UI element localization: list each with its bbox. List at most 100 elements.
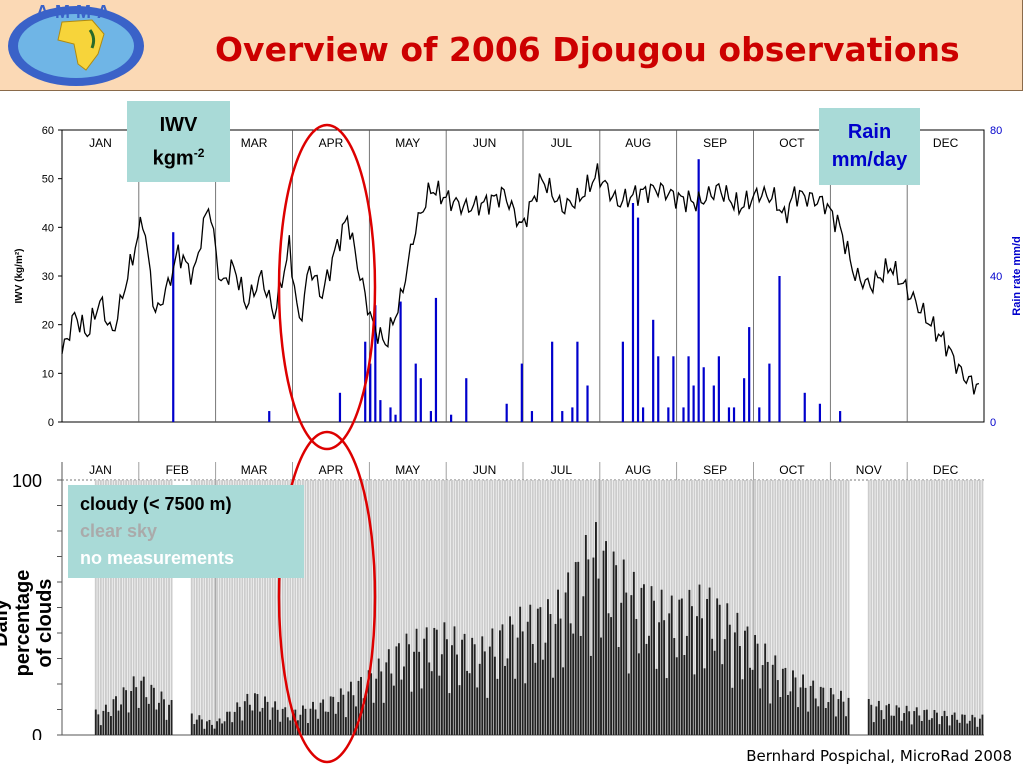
cloudy-bar: [627, 673, 630, 735]
cloudy-bar: [284, 707, 287, 735]
clear-bar: [721, 480, 724, 735]
cloudy-bar: [685, 635, 688, 735]
cloudy-bar: [840, 690, 842, 735]
clear-bar: [913, 480, 916, 735]
cloudy-bar: [819, 686, 822, 735]
cloudy-bar: [271, 707, 274, 735]
cloudy-bar: [701, 618, 703, 735]
cloudy-bar: [650, 586, 653, 735]
month-label: APR: [319, 463, 344, 477]
cloudy-bar: [102, 710, 105, 735]
cloudy-bar: [582, 596, 585, 735]
cloudy-bar: [122, 687, 125, 735]
clear-bar: [312, 480, 314, 735]
cloudy-bar: [301, 705, 304, 735]
clear-bar: [145, 480, 148, 735]
cloudy-bar: [486, 697, 489, 735]
clear-bar: [122, 480, 125, 735]
clear-bar: [600, 480, 602, 735]
cloudy-bar: [658, 622, 661, 735]
clear-bar: [163, 480, 165, 735]
cloudy-bar: [228, 711, 231, 735]
cloudy-bar: [152, 687, 155, 735]
cloudy-bar: [458, 685, 461, 735]
legend-no-measurements: no measurements: [80, 548, 235, 568]
cloudy-bar: [600, 637, 602, 735]
cloudy-bar: [347, 691, 350, 735]
clear-bar: [961, 480, 964, 735]
clear-bar: [327, 480, 330, 735]
clear-bar: [440, 480, 443, 735]
clear-bar: [741, 480, 744, 735]
iwv-ytick-label: 60: [42, 125, 54, 137]
clear-bar: [372, 480, 375, 735]
clear-bar: [231, 480, 234, 735]
cloudy-bar: [319, 702, 322, 735]
cloudy-bar: [140, 680, 143, 735]
rain-bar: [465, 378, 468, 422]
cloudy-bar: [238, 706, 241, 735]
cloudy-bar: [269, 719, 272, 735]
clear-bar: [754, 480, 757, 735]
cloudy-bar: [888, 703, 890, 735]
cloudy-bar: [971, 714, 974, 735]
cloudy-bar: [804, 687, 807, 735]
cloudy-bar: [925, 709, 928, 735]
clear-bar: [738, 480, 741, 735]
cloudy-bar: [433, 627, 436, 735]
clear-bar: [890, 480, 893, 735]
cloudy-bar: [382, 702, 385, 735]
clear-bar: [915, 480, 918, 735]
cloudy-bar: [741, 679, 744, 735]
clear-bar: [261, 480, 264, 735]
clear-bar: [948, 480, 951, 735]
rain-bar: [586, 385, 589, 422]
cloudy-bar: [387, 649, 390, 735]
cloudy-bar: [147, 703, 150, 735]
clear-bar: [526, 480, 529, 735]
clear-bar: [817, 480, 820, 735]
clear-bar: [160, 480, 163, 735]
clear-bar: [711, 480, 714, 735]
cloudy-bar: [900, 720, 903, 735]
clear-bar: [923, 480, 926, 735]
clear-bar: [834, 480, 837, 735]
cloudy-bar: [190, 713, 193, 735]
clear-bar: [236, 480, 239, 735]
cloudy-bar: [135, 687, 138, 735]
cloudy-bar: [903, 713, 906, 735]
cloudy-bar: [125, 690, 128, 735]
clear-bar: [392, 480, 395, 735]
rain-bar: [434, 297, 438, 422]
rain-bar: [732, 407, 736, 422]
clear-bar: [243, 480, 246, 735]
clear-bar: [668, 480, 671, 735]
clear-bar: [807, 480, 810, 735]
clear-bar: [435, 480, 438, 735]
cloudy-bar: [802, 674, 805, 735]
cloudy-bar: [597, 578, 600, 735]
clear-bar: [713, 480, 716, 735]
clear-bar: [756, 480, 759, 735]
cloudy-bar: [342, 694, 345, 735]
clear-bar: [385, 480, 388, 735]
cloudy-bar: [632, 571, 635, 735]
cloudy-bar: [521, 631, 524, 735]
cloudy-bar: [751, 669, 754, 735]
rain-bar: [429, 411, 432, 422]
cloudy-bar: [612, 551, 615, 735]
rain-label-line1: Rain: [847, 121, 892, 143]
cloudy-bar: [120, 704, 122, 735]
clear-bar: [152, 480, 155, 735]
clear-bar: [696, 480, 698, 735]
cloudy-bar: [294, 709, 297, 735]
cloudy-bar: [99, 725, 102, 735]
clear-bar: [387, 480, 390, 735]
cloudy-bar: [370, 673, 373, 735]
cloudy-bar: [208, 719, 211, 735]
clear-bar: [483, 480, 486, 735]
clear-bar: [607, 480, 610, 735]
clear-bar: [233, 480, 236, 735]
cloudy-bar: [499, 630, 501, 735]
cloudy-bar: [289, 720, 292, 735]
